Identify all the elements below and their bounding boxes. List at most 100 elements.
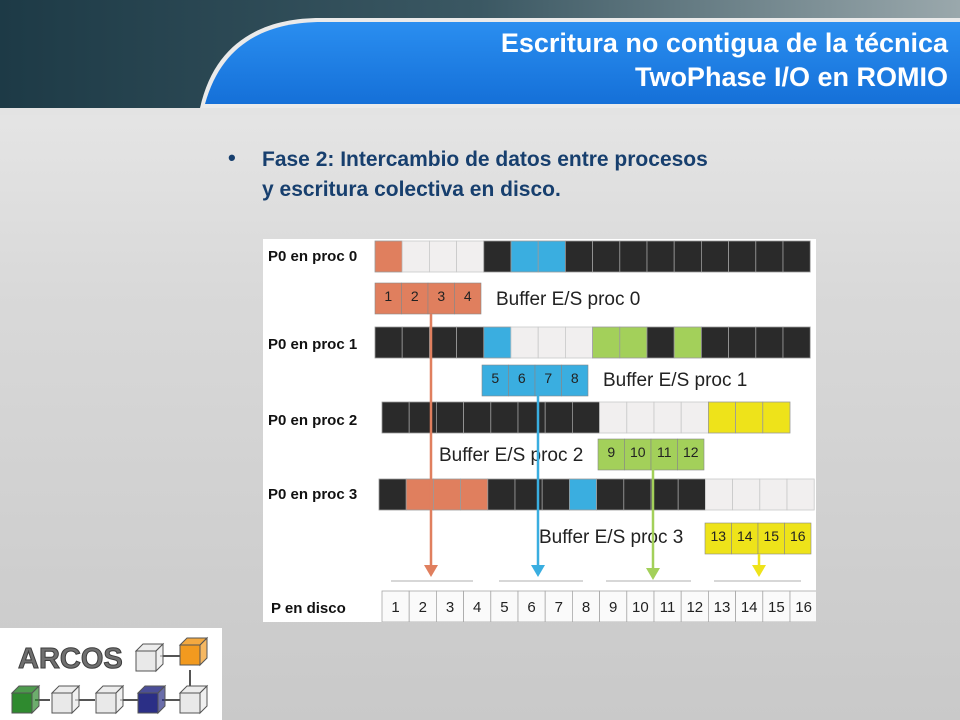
process-cell	[673, 240, 702, 273]
buffer-cell-value: 9	[607, 444, 615, 460]
buffer-cell-value: 15	[763, 528, 779, 544]
process-cell	[592, 326, 621, 359]
logo-cube-face	[179, 692, 201, 714]
process-cell	[544, 401, 573, 434]
disk-cell-value: 10	[632, 599, 649, 616]
slide-title-line-2: TwoPhase I/O en ROMIO	[634, 62, 948, 92]
process-cell	[759, 478, 788, 511]
process-cell	[401, 240, 430, 273]
buffer-cell-value: 14	[737, 528, 753, 544]
buffer-label: Buffer E/S proc 2	[439, 445, 583, 466]
process-cell	[680, 401, 709, 434]
disk-cell-value: 8	[582, 599, 590, 616]
process-cell	[510, 326, 539, 359]
process-cell	[487, 478, 516, 511]
process-cell	[456, 240, 485, 273]
disk-cell	[789, 590, 816, 622]
buffer-cell	[454, 282, 482, 315]
buffer-label: Buffer E/S proc 1	[603, 370, 747, 391]
buffer-cell-value: 7	[544, 370, 552, 386]
process-cell	[378, 478, 407, 511]
two-phase-io-diagram: P0 en proc 0 P0 en proc 1 P0 en proc 2 P0 e…	[263, 239, 816, 622]
buffer-cell-value: 2	[411, 288, 419, 304]
buffer-cell	[561, 364, 589, 397]
process-cell	[728, 240, 757, 273]
disk-cell-value: 12	[686, 599, 703, 616]
logo-cube	[94, 684, 125, 715]
process-cell	[786, 478, 815, 511]
logo-cube-face	[137, 692, 159, 714]
process-cell	[700, 240, 729, 273]
process-cell	[646, 240, 675, 273]
buffer-cell-value: 3	[437, 288, 445, 304]
disk-cell-value: 16	[795, 599, 812, 616]
disk-cell	[680, 590, 709, 622]
process-cell	[564, 326, 593, 359]
buffer-cell-value: 12	[683, 444, 699, 460]
process-cell	[490, 401, 519, 434]
process-cell	[646, 326, 675, 359]
disk-cell-value: 15	[768, 599, 785, 616]
buffer-cell-value: 8	[571, 370, 579, 386]
buffer-label: Buffer E/S proc 0	[496, 289, 640, 310]
process-cell	[537, 240, 566, 273]
process-cell	[623, 478, 652, 511]
arcos-logo: ARCOS	[0, 628, 222, 720]
process-cell	[435, 401, 464, 434]
process-cell	[755, 240, 784, 273]
logo-cube-face	[199, 684, 208, 715]
logo-cube	[178, 684, 209, 715]
buffer-cell-value: 10	[630, 444, 646, 460]
process-cell	[463, 401, 492, 434]
process-cell	[782, 240, 811, 273]
disk-cell-value: 3	[446, 599, 454, 616]
process-cell	[592, 240, 621, 273]
logo-cube-face	[179, 644, 201, 666]
logo-cube-face	[95, 692, 117, 714]
buffer-label: Buffer E/S proc 3	[539, 527, 683, 548]
disk-cell-value: 5	[500, 599, 508, 616]
logo-cube	[50, 684, 81, 715]
process-cell	[374, 326, 403, 359]
process-cell	[755, 326, 784, 359]
buffer-cell	[374, 282, 402, 315]
disk-cell-value: 6	[527, 599, 535, 616]
bullet-icon: •	[228, 145, 236, 170]
buffer-cell-value: 13	[710, 528, 726, 544]
process-cell	[381, 401, 410, 434]
disk-cell-value: 4	[473, 599, 481, 616]
buffer-cell	[677, 438, 705, 471]
process-cell	[568, 478, 597, 511]
buffer-cell-value: 5	[491, 370, 499, 386]
process-cell	[541, 478, 570, 511]
buffer-cell-value: 1	[384, 288, 392, 304]
logo-cube	[178, 636, 209, 667]
transfer-arrow-head	[646, 568, 660, 580]
buffer-cell-value: 11	[657, 444, 672, 460]
logo-cube-face	[71, 684, 80, 715]
disk-cell	[544, 590, 573, 622]
buffer-cell-value: 6	[518, 370, 526, 386]
disk-cell-value: 2	[419, 599, 427, 616]
logo-cube-face	[155, 642, 164, 673]
buffer-cell	[757, 522, 785, 555]
logo-cube	[134, 642, 165, 673]
arcos-logo-graphic: ARCOS	[10, 636, 209, 715]
process-row-label: P0 en proc 2	[268, 412, 357, 429]
header-banner	[0, 0, 960, 115]
disk-cell-value: 1	[391, 599, 399, 616]
process-cell	[428, 240, 457, 273]
disk-label: P en disco	[271, 600, 346, 617]
process-cell	[564, 240, 593, 273]
logo-cube	[136, 684, 167, 715]
transfer-arrow-head	[752, 565, 766, 577]
logo-cube	[10, 684, 41, 715]
process-cell	[483, 240, 512, 273]
logo-cube-face	[199, 636, 208, 667]
process-cell	[700, 326, 729, 359]
process-cell	[571, 401, 600, 434]
disk-cell	[517, 590, 546, 622]
logo-cube-face	[135, 650, 157, 672]
buffer-cell	[731, 522, 759, 555]
process-cell	[728, 326, 757, 359]
